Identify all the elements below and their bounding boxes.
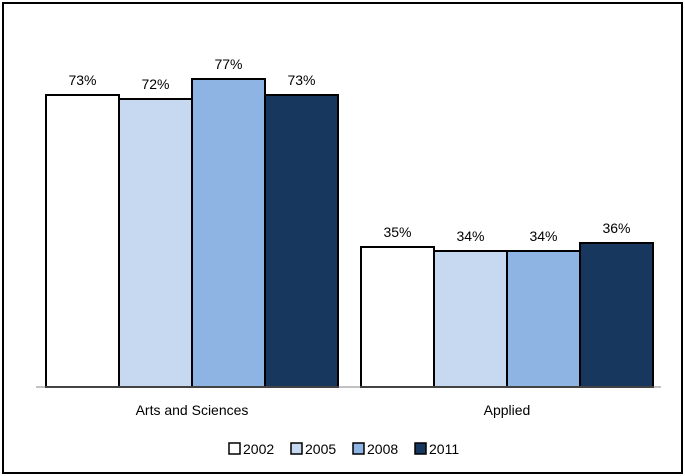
legend-label-2005: 2005: [305, 441, 336, 457]
bar-2011-arts-and-sciences: [264, 94, 339, 388]
data-label: 36%: [602, 220, 630, 236]
bar-2011-applied: [579, 242, 654, 388]
legend-swatch-2011: [414, 442, 427, 455]
data-label: 35%: [383, 224, 411, 240]
data-label: 34%: [529, 228, 557, 244]
legend-swatch-2002: [228, 442, 241, 455]
legend: 2002 2005 2008 2011: [228, 441, 459, 457]
bar-2005-arts-and-sciences: [118, 98, 193, 388]
legend-swatch-2008: [352, 442, 365, 455]
data-label: 72%: [141, 76, 169, 92]
bar-2005-applied: [433, 250, 508, 388]
data-label: 77%: [214, 56, 242, 72]
bar-2008-arts-and-sciences: [191, 78, 266, 388]
legend-label-2002: 2002: [243, 441, 274, 457]
bar-2002-applied: [360, 246, 435, 388]
bar-2008-applied: [506, 250, 581, 388]
bar-2002-arts-and-sciences: [45, 94, 120, 388]
bars-group: [45, 78, 654, 388]
data-label: 73%: [68, 72, 96, 88]
legend-label-2008: 2008: [367, 441, 398, 457]
category-label: Arts and Sciences: [136, 402, 249, 418]
data-label: 73%: [287, 72, 315, 88]
data-label: 34%: [456, 228, 484, 244]
legend-swatch-2005: [290, 442, 303, 455]
category-labels-group: Arts and Sciences Applied: [136, 402, 531, 418]
legend-label-2011: 2011: [429, 441, 459, 457]
category-label: Applied: [484, 402, 531, 418]
data-labels-group: 73% 72% 77% 73% 35% 34% 34% 36%: [68, 56, 630, 244]
